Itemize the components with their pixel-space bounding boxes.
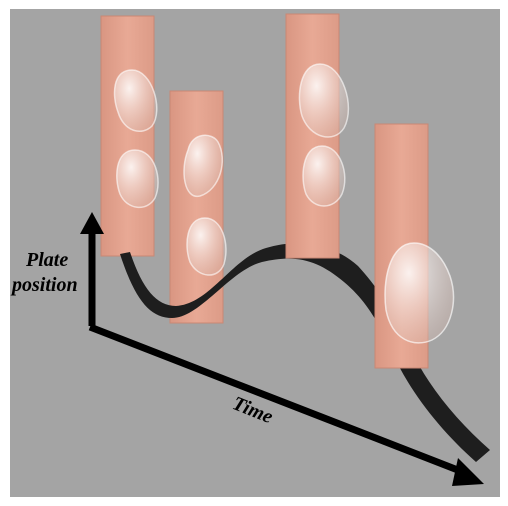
- y-axis-arrow-icon: [80, 212, 104, 234]
- y-axis-label-line2: position: [10, 274, 78, 296]
- plate-3: [285, 13, 350, 259]
- droplet: [186, 217, 227, 276]
- droplet: [183, 134, 223, 197]
- plate-1: [100, 15, 159, 257]
- droplet: [116, 149, 159, 208]
- plate-4: [374, 123, 455, 369]
- droplet: [384, 242, 455, 344]
- droplet: [302, 145, 346, 207]
- y-axis-label-line1: Plate: [25, 249, 68, 271]
- x-axis-line: [88, 323, 470, 478]
- droplet: [113, 69, 158, 132]
- x-axis-arrow-icon: [452, 458, 484, 486]
- droplet: [298, 63, 350, 138]
- axes: [80, 212, 484, 486]
- plate-2: [169, 90, 227, 324]
